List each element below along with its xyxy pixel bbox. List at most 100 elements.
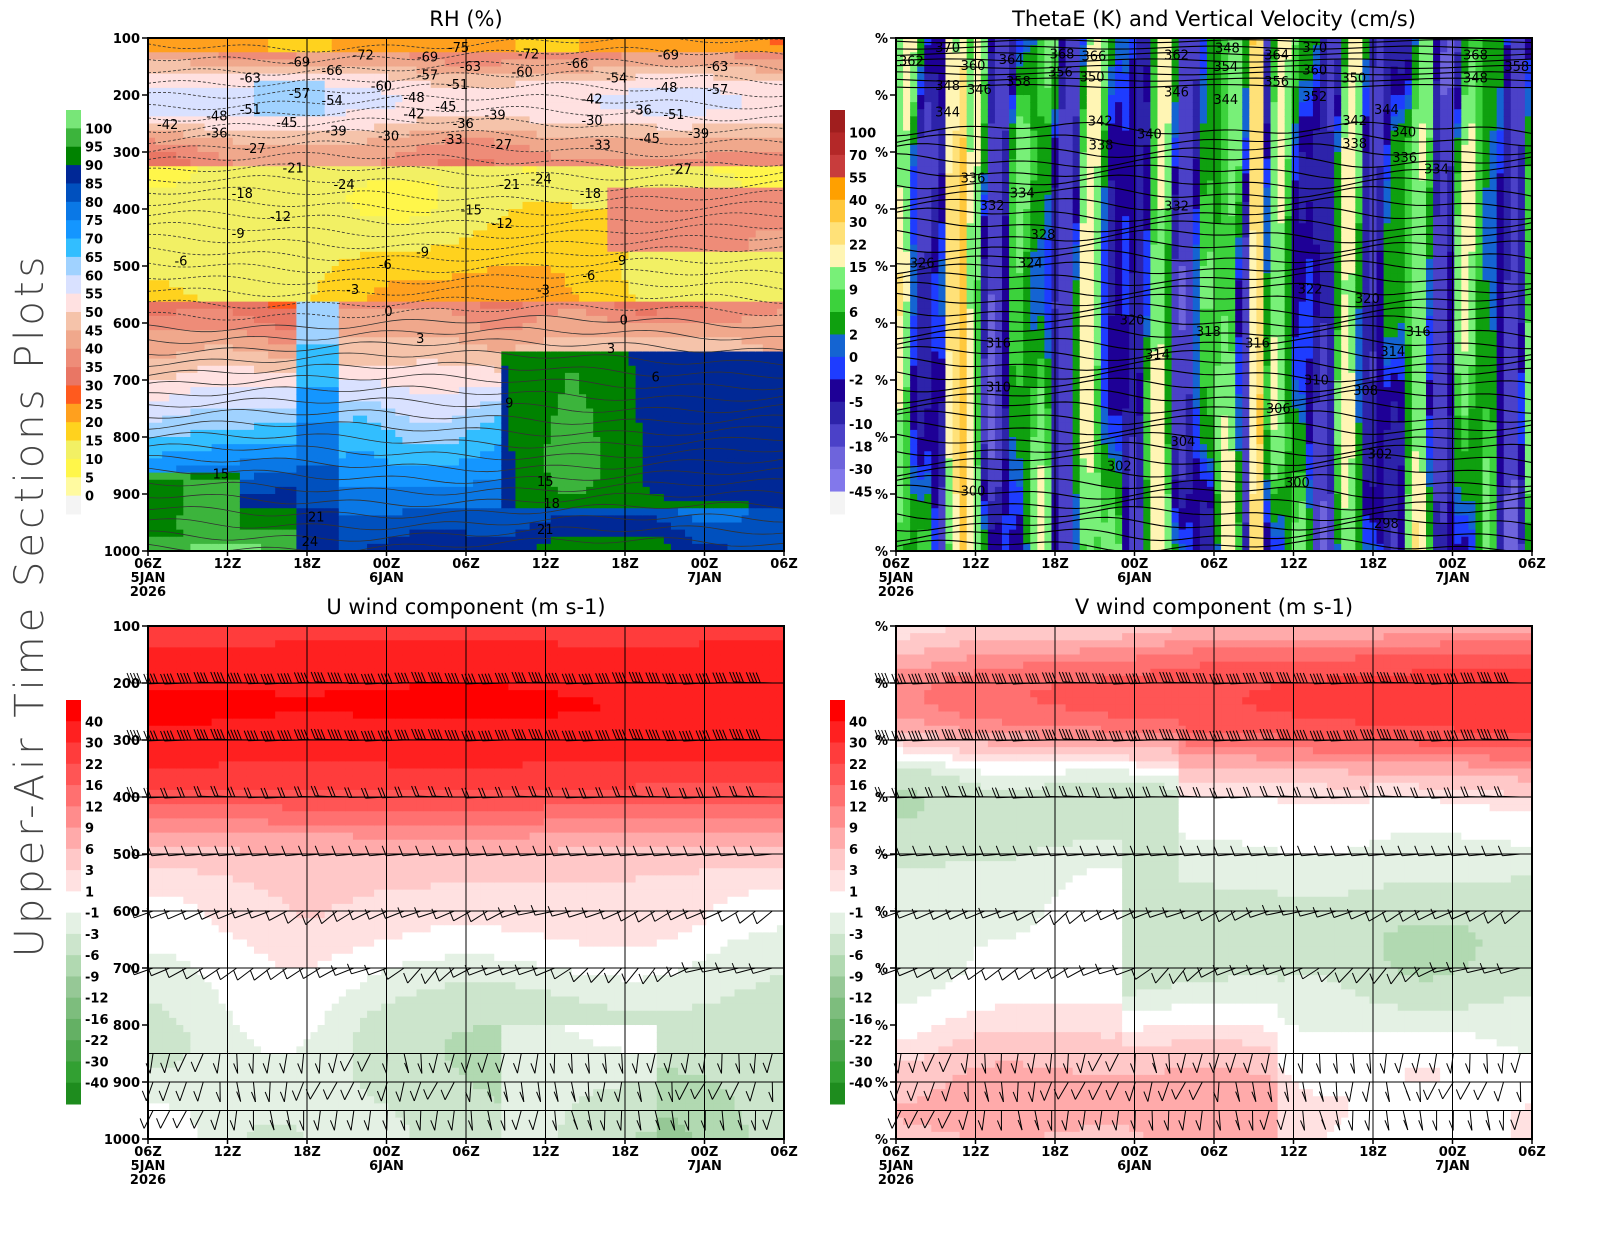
heatmap-cell [331,380,340,388]
heatmap-cell [338,59,347,68]
heatmap-cell [275,66,283,75]
heatmap-cell [352,365,361,374]
heatmap-cell [352,152,361,160]
heatmap-cell [451,365,460,374]
heatmap-cell [162,515,170,524]
heatmap-cell [536,372,545,381]
heatmap-cell [289,394,297,402]
heatmap-cell [268,209,276,217]
heatmap-cell [515,429,524,438]
heatmap-cell [473,95,481,103]
heatmap-cell [197,451,206,459]
heatmap-cell [374,308,382,317]
heatmap-cell [600,372,608,381]
heatmap-cell [529,287,538,296]
heatmap-cell [268,102,276,110]
heatmap-cell [225,38,234,46]
heatmap-cell [374,173,382,182]
heatmap-cell [261,66,269,75]
heatmap-cell [607,66,615,75]
heatmap-cell [388,543,396,552]
heatmap-cell [148,66,156,75]
heatmap-cell [480,237,488,246]
heatmap-cell [543,330,552,338]
heatmap-cell [635,216,644,224]
heatmap-cell [600,123,608,132]
heatmap-cell [289,137,297,146]
heatmap-cell [211,508,220,516]
heatmap-cell [480,372,488,381]
heatmap-cell [572,201,580,210]
heatmap-cell [572,287,580,296]
heatmap-cell [564,180,573,189]
heatmap-cell [254,365,262,374]
heatmap-cell [374,66,382,75]
heatmap-cell [218,180,227,189]
heatmap-cell [352,294,361,303]
heatmap-cell [169,372,177,381]
heatmap-cell [232,358,241,367]
heatmap-cell [360,479,368,488]
heatmap-cell [572,294,580,303]
heatmap-cell [487,323,495,331]
heatmap-cell [310,486,319,495]
heatmap-cell [614,387,623,395]
heatmap-cell [543,258,552,267]
heatmap-cell [557,472,566,481]
heatmap-cell [360,429,368,438]
heatmap-cell [176,52,184,60]
heatmap-cell [586,444,594,452]
heatmap-cell [402,508,411,516]
heatmap-cell [402,109,411,117]
heatmap-cell [289,116,297,125]
heatmap-cell [352,130,361,139]
heatmap-cell [246,394,255,402]
heatmap-cell [183,415,191,424]
heatmap-cell [367,95,375,103]
heatmap-cell [480,458,488,467]
heatmap-cell [600,73,608,82]
heatmap-cell [296,251,305,260]
heatmap-cell [261,223,269,231]
heatmap-cell [374,408,382,417]
heatmap-cell [275,451,283,459]
heatmap-cell [268,144,276,153]
heatmap-cell [169,216,177,224]
heatmap-cell [529,38,538,46]
heatmap-cell [352,201,361,210]
heatmap-cell [522,501,531,509]
heatmap-cell [331,465,340,474]
heatmap-cell [225,358,234,367]
heatmap-cell [529,465,538,474]
heatmap-cell [345,73,354,82]
heatmap-cell [155,358,163,367]
heatmap-cell [331,152,340,160]
heatmap-cell [162,159,170,167]
heatmap-cell [494,337,502,345]
heatmap-cell [190,444,199,452]
heatmap-cell [402,102,411,110]
heatmap-cell [317,137,326,146]
heatmap-cell [550,529,559,538]
heatmap-cell [218,223,227,231]
heatmap-cell [246,451,255,459]
heatmap-cell [628,486,637,495]
heatmap-cell [473,365,481,374]
heatmap-cell [374,515,382,524]
heatmap-cell [494,45,502,53]
heatmap-cell [395,166,403,174]
heatmap-cell [451,294,460,303]
heatmap-cell [310,344,319,353]
heatmap-cell [296,451,305,459]
heatmap-cell [162,387,170,395]
heatmap-cell [183,444,191,452]
heatmap-cell [388,458,396,467]
heatmap-cell [402,45,411,53]
heatmap-cell [564,415,573,424]
heatmap-cell [345,401,354,410]
heatmap-cell [183,494,191,502]
heatmap-cell [444,66,453,75]
heatmap-cell [543,216,552,224]
heatmap-cell [409,387,418,395]
heatmap-cell [190,401,199,410]
